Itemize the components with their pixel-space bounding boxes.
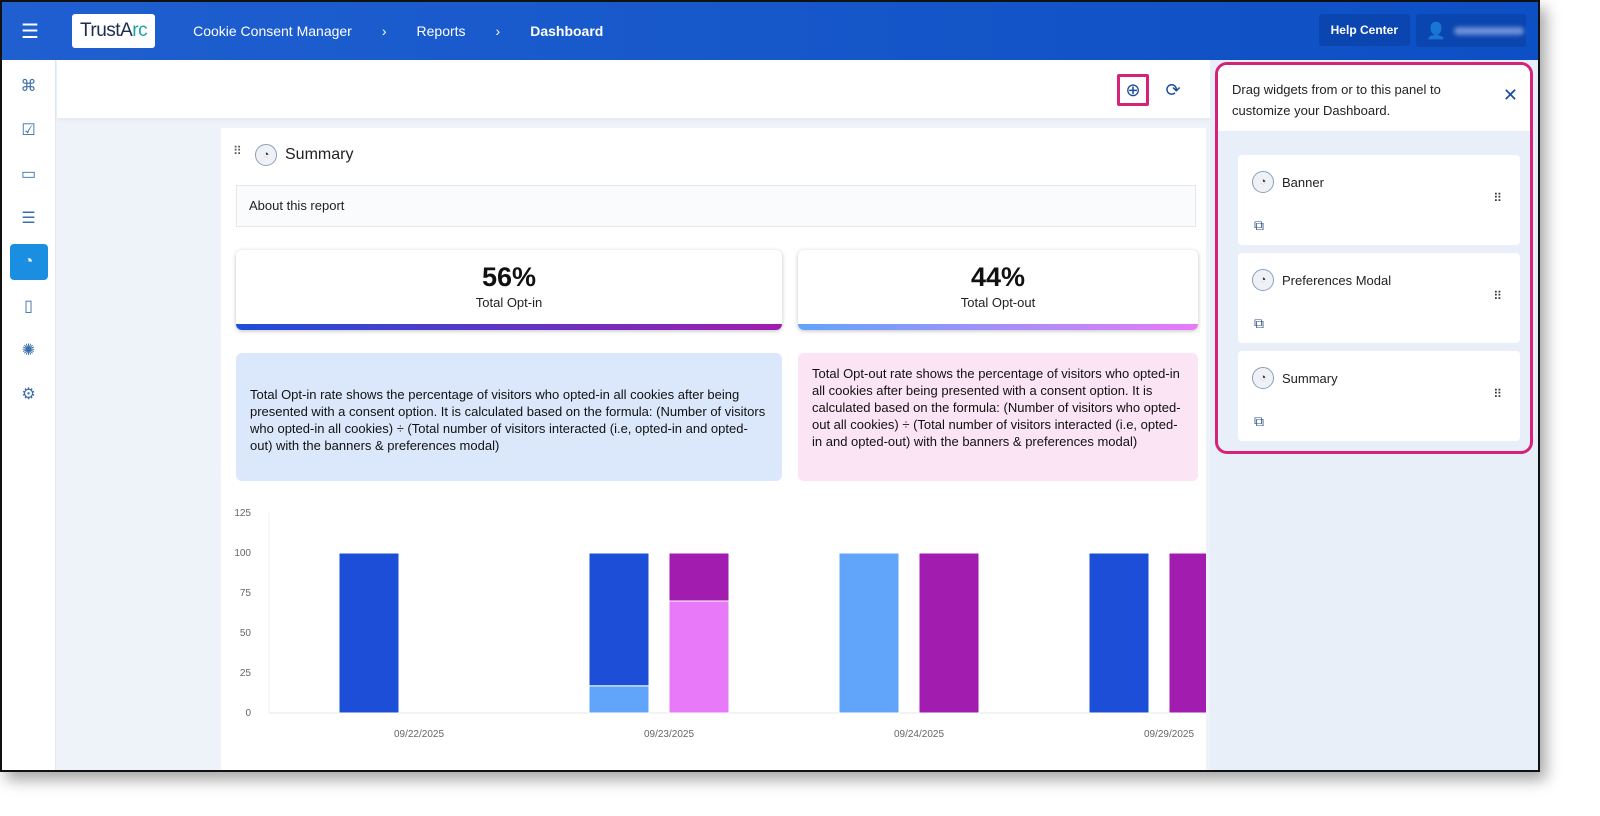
help-center-button[interactable]: Help Center [1318, 14, 1410, 46]
user-list-icon: ☰ [21, 210, 36, 227]
drag-handle-icon[interactable]: ⠿ [233, 144, 242, 158]
bar-segment [668, 600, 730, 714]
opt-out-stat-card: 44% Total Opt-out [798, 250, 1198, 330]
cookie-icon: ◔ [255, 144, 277, 166]
x-tick-label: 09/22/2025 [394, 729, 444, 740]
sidebar-item-2[interactable]: ▭ [10, 156, 48, 192]
bar-segment [588, 552, 650, 687]
y-tick-label: 50 [240, 628, 252, 639]
user-icon: 👤 [1426, 22, 1446, 40]
widget-panel-box: Drag widgets from or to this panel to cu… [1215, 62, 1533, 454]
opt-in-stat-card: 56% Total Opt-in [236, 250, 782, 330]
panel-widget-item[interactable]: ◔ Preferences Modal ⠿ ⧉ [1238, 253, 1520, 343]
opt-in-opt-out-chart: 0 25 50 75 100 125 09/22/2025 09/23/2025 09/24/2… [234, 508, 1206, 740]
add-widget-button[interactable]: ⊕ [1117, 74, 1149, 106]
app-window: ☰ TrustArc Cookie Consent Manager › Repo… [0, 0, 1540, 772]
bar-segment [668, 552, 730, 602]
panel-widget-item[interactable]: ◔ Banner ⠿ ⧉ [1238, 155, 1520, 245]
close-icon[interactable]: ✕ [1502, 85, 1518, 105]
sidebar-item-7[interactable]: ⚙ [10, 376, 48, 412]
drag-handle-icon[interactable]: ⠿ [1493, 191, 1502, 205]
widget-item-label: Banner [1282, 174, 1324, 190]
about-this-report-accordion[interactable]: About this report [236, 185, 1196, 227]
bar-segment [838, 552, 900, 714]
opt-out-description: Total Opt-out rate shows the percentage … [798, 353, 1198, 481]
y-tick-label: 25 [240, 668, 252, 679]
widget-title: Summary [285, 146, 354, 163]
x-tick-label: 09/24/2025 [894, 729, 944, 740]
plus-circle-icon: ⊕ [1125, 79, 1141, 100]
opt-in-accent-bar [236, 324, 782, 330]
monitor-icon: ▭ [20, 166, 37, 183]
chevron-right-icon: › [495, 23, 501, 39]
panel-instructions: Drag widgets from or to this panel to cu… [1232, 82, 1441, 118]
clipboard-check-icon: ☑ [21, 122, 36, 139]
drag-handle-icon[interactable]: ⠿ [1493, 387, 1502, 401]
breadcrumb-reports[interactable]: Reports [416, 23, 466, 39]
y-tick-label: 100 [234, 548, 251, 559]
gear-icon: ⚙ [21, 386, 36, 403]
y-tick-label: 125 [234, 508, 251, 519]
bar-segment [588, 685, 650, 714]
copy-icon[interactable]: ⧉ [1254, 413, 1264, 429]
widget-item-label: Preferences Modal [1282, 272, 1392, 288]
opt-in-value: 56% [481, 262, 537, 292]
drag-handle-icon[interactable]: ⠿ [1493, 289, 1502, 303]
sidebar: ⌘ ☑ ▭ ☰ ◔ ▯ ✺ ⚙ [2, 60, 56, 770]
opt-out-accent-bar [798, 324, 1198, 330]
user-menu-button[interactable]: 👤 [1416, 14, 1526, 47]
opt-out-value: 44% [970, 262, 1026, 292]
bar-segment [1168, 552, 1206, 714]
top-header: ☰ TrustArc Cookie Consent Manager › Repo… [2, 2, 1538, 60]
x-tick-label: 09/29/2025 [1144, 729, 1194, 740]
copy-icon[interactable]: ⧉ [1254, 315, 1264, 331]
x-tick-label: 09/23/2025 [644, 729, 694, 740]
network-icon: ⌘ [20, 78, 37, 95]
refresh-button[interactable]: ⟳ [1157, 74, 1189, 106]
cookie-icon: ◔ [1252, 367, 1274, 389]
panel-widget-item[interactable]: ◔ Summary ⠿ ⧉ [1238, 351, 1520, 441]
y-tick-label: 0 [245, 708, 251, 719]
opt-out-label: Total Opt-out [960, 295, 1036, 310]
trustarc-logo[interactable]: TrustArc [72, 14, 156, 48]
sidebar-item-4[interactable]: ◔ [9, 244, 48, 280]
sidebar-item-3[interactable]: ☰ [10, 200, 48, 236]
sidebar-item-6[interactable]: ✺ [10, 332, 48, 368]
widget-item-label: Summary [1282, 370, 1338, 386]
user-name-blurred [1453, 26, 1524, 35]
document-settings-icon: ▯ [24, 298, 33, 315]
widget-panel: Drag widgets from or to this panel to cu… [1210, 60, 1538, 770]
breadcrumb-cookie-consent-manager[interactable]: Cookie Consent Manager [193, 23, 352, 39]
refresh-icon: ⟳ [1165, 79, 1181, 100]
cookie-icon: ◔ [1252, 171, 1274, 193]
breadcrumb-dashboard: Dashboard [530, 23, 604, 39]
sidebar-item-1[interactable]: ☑ [10, 112, 48, 148]
cookie-icon: ◔ [1252, 269, 1274, 291]
bar-segment [918, 552, 980, 714]
opt-in-description: Total Opt-in rate shows the percentage o… [236, 353, 782, 481]
summary-widget: ⠿ ◔ Summary About this report 56% Total O… [221, 128, 1206, 770]
cookie-icon: ◔ [23, 253, 34, 270]
hamburger-menu-icon[interactable]: ☰ [21, 20, 39, 43]
copy-icon[interactable]: ⧉ [1254, 217, 1264, 233]
sidebar-item-5[interactable]: ▯ [10, 288, 48, 324]
chevron-right-icon: › [381, 23, 387, 39]
y-tick-label: 75 [240, 588, 252, 599]
opt-in-label: Total Opt-in [475, 295, 543, 310]
bar-segment [1088, 552, 1150, 714]
brain-icon: ✺ [21, 342, 36, 359]
sidebar-item-0[interactable]: ⌘ [10, 68, 48, 104]
breadcrumb: Cookie Consent Manager › Reports › Dashb… [193, 23, 603, 39]
bar-segment [338, 552, 400, 714]
